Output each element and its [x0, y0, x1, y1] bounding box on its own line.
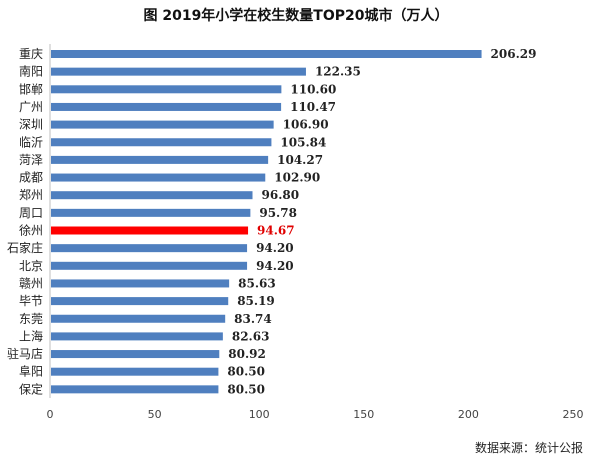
x-tick-label: 150: [353, 408, 374, 421]
data-label: 102.90: [274, 171, 320, 185]
category-label: 临沂: [19, 135, 43, 149]
bar-highlight: [51, 226, 249, 235]
category-label: 郑州: [19, 187, 43, 202]
x-tick-label: 250: [563, 408, 584, 421]
data-label: 105.84: [280, 135, 326, 149]
category-label: 重庆: [19, 47, 43, 61]
bar: [51, 261, 248, 270]
x-tick-label: 100: [249, 408, 270, 421]
data-label: 94.20: [256, 241, 294, 255]
data-label: 85.63: [238, 276, 276, 290]
chart-title: 图 2019年小学在校生数量TOP20城市（万人）: [143, 7, 448, 24]
bar: [51, 332, 223, 341]
data-label: 110.60: [290, 82, 336, 96]
data-label: 95.78: [259, 206, 297, 220]
bar: [51, 155, 269, 164]
data-label: 96.80: [262, 188, 300, 202]
data-label: 80.92: [228, 347, 266, 361]
bar: [51, 314, 226, 323]
bar: [51, 385, 219, 394]
data-label: 206.29: [491, 47, 537, 61]
category-label: 阜阳: [19, 365, 43, 379]
bar: [51, 67, 306, 76]
data-label: 83.74: [234, 312, 272, 326]
bar: [51, 279, 230, 288]
data-label: 85.19: [237, 294, 275, 308]
category-label: 广州: [19, 100, 43, 114]
bar: [51, 173, 266, 182]
category-label: 成都: [19, 171, 43, 185]
bar: [51, 191, 253, 200]
bar: [51, 367, 219, 376]
x-tick-label: 0: [47, 408, 54, 421]
bar: [51, 138, 272, 147]
bar: [51, 102, 282, 111]
data-label: 94.20: [256, 259, 294, 273]
bar: [51, 208, 251, 217]
category-label: 东莞: [19, 312, 43, 326]
category-label: 上海: [19, 328, 43, 343]
category-label: 驻马店: [7, 346, 43, 361]
category-label: 毕节: [19, 294, 43, 308]
data-label: 106.90: [283, 118, 329, 132]
bar: [51, 350, 220, 359]
data-label: 110.47: [290, 100, 336, 114]
bars-group: 重庆 206.29 南阳 122.35 邯郸 110.60 广州 110.47 深圳 106.90…: [7, 47, 537, 396]
bar: [51, 244, 248, 253]
data-label: 94.67: [257, 224, 295, 238]
data-label: 104.27: [277, 153, 323, 167]
data-label: 122.35: [315, 65, 361, 79]
category-label: 邯郸: [19, 81, 43, 96]
category-label: 赣州: [19, 276, 43, 290]
category-label: 菏泽: [19, 153, 43, 167]
category-label: 南阳: [19, 64, 43, 79]
category-label: 周口: [19, 206, 43, 220]
bar: [51, 50, 482, 58]
bar: [51, 120, 274, 129]
source-note: 数据来源：统计公报: [474, 441, 583, 455]
data-label: 80.50: [227, 382, 265, 396]
bar: [51, 85, 282, 94]
x-tick-label: 200: [458, 408, 479, 421]
data-label: 80.50: [227, 365, 265, 379]
category-label: 深圳: [19, 118, 43, 132]
x-tick-label: 50: [148, 408, 162, 421]
category-label: 石家庄: [7, 240, 43, 255]
bar: [51, 297, 229, 306]
category-label: 徐州: [19, 223, 43, 238]
x-axis-ticks: 0 50 100 150 200 250: [47, 408, 584, 421]
data-label: 82.63: [232, 329, 270, 343]
category-label: 保定: [19, 381, 43, 396]
category-label: 北京: [19, 259, 43, 273]
